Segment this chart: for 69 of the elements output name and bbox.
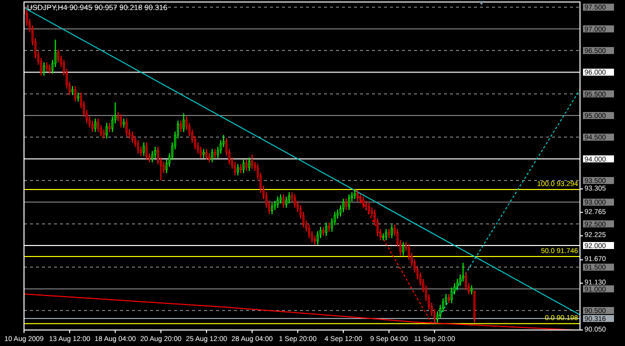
candlestick <box>214 148 216 158</box>
candlestick <box>294 194 296 208</box>
candlestick <box>388 228 390 239</box>
candlestick <box>94 118 96 132</box>
candlestick <box>325 222 328 236</box>
candlestick <box>122 118 125 128</box>
candlestick <box>242 159 245 174</box>
candlestick <box>57 48 60 64</box>
candlestick <box>245 159 248 172</box>
candlestick <box>77 92 80 102</box>
candlestick <box>131 131 134 144</box>
candlestick <box>345 198 348 210</box>
candlestick <box>108 122 111 132</box>
candlestick <box>240 164 242 174</box>
candlestick <box>362 196 364 208</box>
candlestick <box>136 140 140 154</box>
candlestick <box>48 64 51 74</box>
candlestick <box>97 118 100 132</box>
candlestick <box>448 294 450 304</box>
candlestick <box>202 148 205 158</box>
candlestick <box>322 226 324 236</box>
candlestick <box>288 192 290 204</box>
candlestick <box>200 146 202 158</box>
candlestick <box>280 194 282 204</box>
candlestick <box>154 146 156 158</box>
candlestick <box>308 224 310 239</box>
candlestick <box>71 86 74 96</box>
candlestick <box>365 200 368 210</box>
candlestick <box>248 157 250 172</box>
candlestick <box>42 62 46 76</box>
candlestick <box>456 278 458 291</box>
candlestick <box>142 142 145 156</box>
candlestick <box>205 148 208 161</box>
candlestick <box>46 62 48 72</box>
candlestick <box>276 196 279 208</box>
candlestick <box>151 150 154 163</box>
candlestick <box>180 120 182 132</box>
candlestick <box>368 202 370 215</box>
candlestick <box>342 198 344 213</box>
candlestick <box>328 222 330 232</box>
candlestick <box>126 118 128 137</box>
candlestick <box>314 235 316 246</box>
candlestick <box>354 188 356 200</box>
candlestick <box>450 287 453 304</box>
candlestick <box>234 161 236 176</box>
candlestick <box>91 120 94 132</box>
candlestick <box>470 284 473 295</box>
candlestick <box>106 122 108 139</box>
candlestick <box>385 228 388 241</box>
candlestick <box>285 196 288 208</box>
candlestick <box>236 164 239 176</box>
candlestick <box>274 200 276 210</box>
candlestick <box>208 152 210 163</box>
candlestick <box>316 230 319 246</box>
candlestick <box>271 202 274 215</box>
candlestick <box>146 142 148 161</box>
candlestick <box>251 154 254 170</box>
candlestick <box>464 272 468 291</box>
candlestick <box>182 112 185 132</box>
candlestick <box>120 114 122 128</box>
candlestick <box>102 128 105 139</box>
candlestick <box>402 242 404 256</box>
candlestick <box>348 194 350 210</box>
candlestick <box>390 224 393 239</box>
candlestick <box>359 194 362 204</box>
candlestick <box>462 262 464 282</box>
candlestick <box>282 194 285 208</box>
candlestick <box>211 148 214 163</box>
candlestick <box>74 86 76 102</box>
